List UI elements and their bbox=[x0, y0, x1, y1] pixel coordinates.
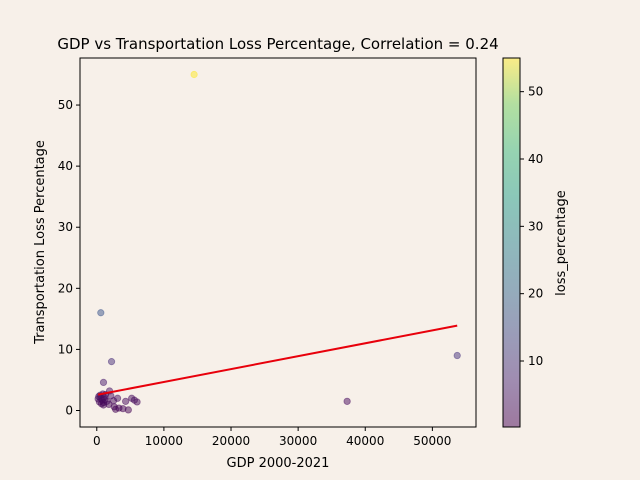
scatter-point bbox=[107, 358, 116, 366]
x-axis-ticks: 0 10000 20000 30000 40000 50000 bbox=[93, 427, 451, 448]
x-tick-label: 30000 bbox=[279, 434, 317, 448]
scatter-point bbox=[453, 351, 461, 360]
x-tick-label: 0 bbox=[93, 434, 101, 448]
colorbar-tick-label: 30 bbox=[528, 219, 543, 233]
x-tick-label: 10000 bbox=[145, 434, 183, 448]
y-tick-label: 50 bbox=[58, 98, 73, 112]
chart-title: GDP vs Transportation Loss Percentage, C… bbox=[57, 35, 498, 53]
colorbar-label: loss_percentage bbox=[554, 190, 569, 296]
x-tick-label: 20000 bbox=[212, 434, 250, 448]
plot-area bbox=[79, 57, 477, 428]
x-tick-label: 50000 bbox=[413, 434, 451, 448]
scatter-point bbox=[122, 397, 130, 405]
y-tick-label: 40 bbox=[58, 159, 73, 173]
colorbar bbox=[503, 58, 520, 427]
colorbar-tick-label: 10 bbox=[528, 354, 543, 368]
scatter-point bbox=[343, 397, 351, 405]
scatter-point bbox=[113, 394, 122, 402]
colorbar-ticks: 10 20 30 40 50 bbox=[520, 85, 543, 368]
colorbar-tick-label: 40 bbox=[528, 152, 543, 166]
trend-line bbox=[97, 324, 458, 396]
scatter-points bbox=[94, 70, 461, 414]
colorbar-tick-label: 50 bbox=[528, 85, 543, 99]
scatter-point bbox=[128, 394, 136, 402]
scatter-point bbox=[190, 70, 198, 79]
y-tick-label: 20 bbox=[58, 281, 73, 295]
x-axis-label: GDP 2000-2021 bbox=[227, 456, 330, 471]
y-tick-label: 10 bbox=[58, 342, 73, 356]
scatter-point bbox=[97, 309, 105, 317]
colorbar-tick-label: 20 bbox=[528, 287, 543, 301]
x-tick-label: 40000 bbox=[346, 434, 384, 448]
y-axis-label: Transportation Loss Percentage bbox=[33, 140, 48, 345]
y-tick-label: 30 bbox=[58, 220, 73, 234]
y-axis-ticks: 0 10 20 30 40 50 bbox=[58, 98, 80, 418]
scatter-point bbox=[99, 378, 108, 387]
colorbar-frame bbox=[502, 57, 521, 428]
y-tick-label: 0 bbox=[65, 404, 73, 418]
